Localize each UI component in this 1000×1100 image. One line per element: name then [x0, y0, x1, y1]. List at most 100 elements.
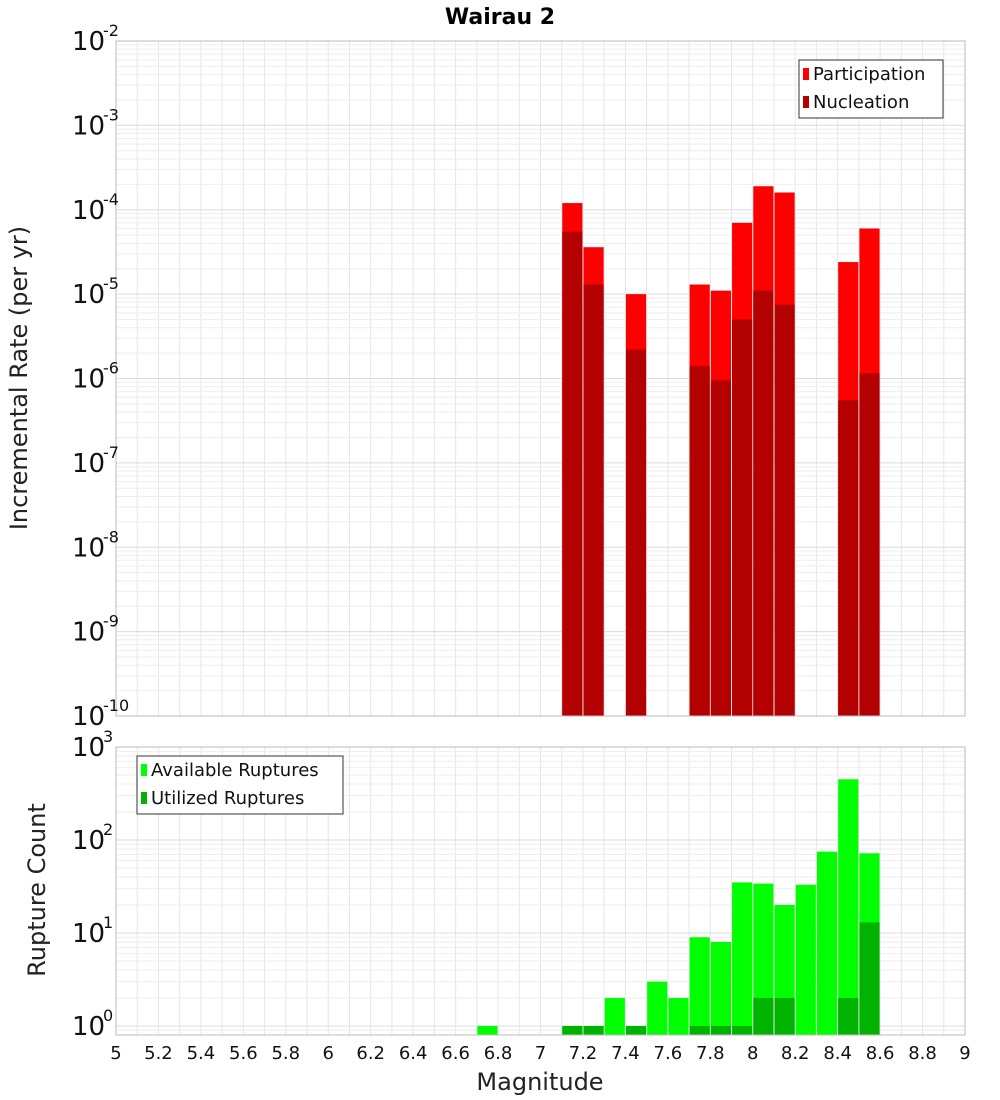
- legend: Available Ruptures Utilized Ruptures: [136, 755, 344, 815]
- bar: [583, 1025, 604, 1035]
- bar: [625, 1025, 647, 1035]
- x-tick-labels: 5 5.2 5.4 5.6 5.8 6 6.2 6.4 6.6 6.8 7 7.2 7.4 7.6 7.8 8…: [110, 1043, 970, 1064]
- bottom-y-axis-label: Rupture Count: [23, 803, 51, 977]
- legend: Participation Nucleation: [798, 59, 944, 119]
- bar: [795, 884, 816, 1035]
- bar: [710, 380, 731, 716]
- chart-title: Wairau 2: [445, 5, 555, 30]
- bar: [753, 883, 774, 1035]
- plot-frame: [115, 40, 966, 717]
- y-tick-exponent: -4: [103, 190, 119, 209]
- bar: [689, 937, 710, 1035]
- y-tick-exponent: 3: [103, 727, 113, 746]
- grid: [115, 40, 966, 717]
- legend-label: Participation: [813, 64, 925, 85]
- x-tick-label: 6: [323, 1043, 334, 1064]
- y-tick-exponent: 0: [103, 1006, 113, 1025]
- y-tick-label: 10: [72, 826, 105, 856]
- legend-box: [798, 59, 944, 119]
- x-tick-label: 8.4: [823, 1043, 852, 1064]
- series-utilized-ruptures: [562, 922, 880, 1035]
- rate-panel: 10-1010-910-810-710-610-510-410-310-2Par…: [72, 21, 966, 732]
- y-tick-label: 10: [72, 365, 105, 395]
- bar: [753, 997, 774, 1035]
- bar: [562, 231, 583, 716]
- x-tick-label: 8.2: [781, 1043, 810, 1064]
- bar: [859, 373, 880, 716]
- legend-box: [136, 755, 344, 815]
- x-tick-label: 5.8: [271, 1043, 300, 1064]
- x-tick-label: 7.4: [611, 1043, 640, 1064]
- plot-frame: [115, 746, 966, 1036]
- legend-swatch: [141, 764, 147, 776]
- bar: [732, 1025, 753, 1035]
- x-tick-label: 5.4: [187, 1043, 216, 1064]
- y-tick-exponent: -7: [103, 443, 119, 462]
- x-tick-label: 7: [535, 1043, 546, 1064]
- x-tick-label: 5: [110, 1043, 121, 1064]
- bar: [583, 284, 604, 716]
- legend-label: Available Ruptures: [151, 760, 319, 781]
- x-tick-label: 5.6: [229, 1043, 258, 1064]
- x-tick-label: 6.8: [484, 1043, 513, 1064]
- bar: [732, 882, 753, 1035]
- y-tick-label: 10: [72, 196, 105, 226]
- y-tick-exponent: -2: [103, 21, 119, 40]
- x-tick-label: 6.4: [399, 1043, 428, 1064]
- y-tick-label: 10: [72, 919, 105, 949]
- legend-label: Utilized Ruptures: [151, 788, 304, 809]
- x-tick-label: 7.2: [569, 1043, 598, 1064]
- x-tick-label: 9: [959, 1043, 970, 1064]
- bar: [816, 851, 838, 1035]
- legend-label: Nucleation: [813, 92, 909, 113]
- bar: [710, 1025, 731, 1035]
- y-tick-label: 10: [72, 533, 105, 563]
- y-tick-label: 10: [72, 280, 105, 310]
- x-tick-label: 6.6: [441, 1043, 470, 1064]
- y-tick-exponent: -3: [103, 105, 119, 124]
- y-tick-label: 10: [72, 27, 105, 57]
- bar: [859, 922, 880, 1035]
- x-tick-label: 6.2: [356, 1043, 385, 1064]
- legend-swatch: [141, 792, 147, 804]
- y-tick-label: 10: [72, 702, 105, 732]
- x-axis-label: Magnitude: [476, 1068, 603, 1096]
- bar: [838, 400, 859, 716]
- bar: [604, 997, 625, 1035]
- y-tick-label: 10: [72, 1012, 105, 1042]
- y-tick-label: 10: [72, 618, 105, 648]
- bar: [668, 997, 689, 1035]
- bar: [753, 290, 774, 716]
- y-tick-exponent: -10: [103, 696, 129, 715]
- bar: [774, 304, 795, 716]
- y-tick-exponent: 2: [103, 820, 113, 839]
- bar: [689, 1025, 710, 1035]
- bar: [732, 319, 753, 716]
- top-y-axis-label: Incremental Rate (per yr): [5, 226, 33, 530]
- y-tick-exponent: -8: [103, 527, 119, 546]
- bar: [625, 349, 647, 716]
- bar: [838, 997, 859, 1035]
- y-tick-exponent: -9: [103, 612, 119, 631]
- y-tick-exponent: 1: [103, 913, 113, 932]
- bar: [838, 779, 859, 1035]
- bar: [774, 997, 795, 1035]
- y-tick-label: 10: [72, 733, 105, 763]
- x-tick-label: 7.8: [696, 1043, 725, 1064]
- series-nucleation: [562, 231, 880, 716]
- bar: [689, 366, 710, 716]
- y-tick-label: 10: [72, 449, 105, 479]
- y-tick-exponent: -6: [103, 359, 119, 378]
- x-tick-label: 8.8: [908, 1043, 937, 1064]
- x-tick-label: 8.6: [866, 1043, 895, 1064]
- legend-swatch: [803, 96, 809, 108]
- bar: [477, 1025, 498, 1035]
- y-tick-label: 10: [72, 111, 105, 141]
- bar: [710, 942, 731, 1035]
- x-tick-label: 5.2: [144, 1043, 173, 1064]
- bar: [647, 981, 668, 1035]
